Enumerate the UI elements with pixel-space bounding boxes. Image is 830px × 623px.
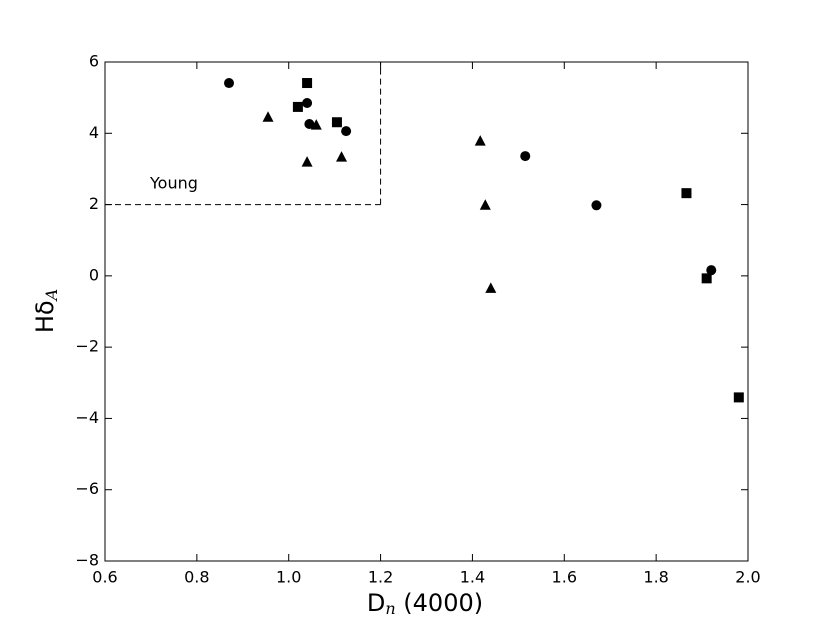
y-axis-label: HδA	[31, 289, 61, 333]
y-tick-label: −8	[75, 551, 99, 570]
point-circle	[520, 151, 531, 162]
x-label-main: D	[367, 589, 385, 617]
x-tick-label: 0.6	[92, 568, 117, 587]
point-square	[302, 78, 313, 89]
x-axis-label: Dn (4000)	[367, 589, 483, 618]
point-circle	[304, 119, 315, 130]
y-tick-label: 0	[89, 265, 99, 284]
point-circle	[224, 78, 235, 89]
x-tick-label: 1.8	[643, 568, 668, 587]
y-tick-label: 2	[89, 194, 99, 213]
y-tick-label: 6	[89, 52, 99, 71]
point-circle	[591, 200, 602, 211]
point-triangle	[485, 282, 497, 293]
point-square	[681, 188, 692, 199]
point-triangle	[310, 119, 322, 130]
x-label-sub: n	[385, 599, 395, 618]
y-tick-label: −4	[75, 408, 99, 427]
y-label-main: Hδ	[31, 300, 59, 333]
point-square	[733, 392, 744, 403]
x-tick-label: 1.4	[460, 568, 485, 587]
point-triangle	[262, 111, 274, 122]
x-label-rest: (4000)	[396, 589, 483, 617]
point-circle	[706, 265, 717, 276]
region-label: Young	[149, 174, 198, 193]
point-square	[331, 117, 342, 128]
y-tick-label: −6	[75, 479, 99, 498]
x-tick-label: 2.0	[735, 568, 760, 587]
point-square	[701, 273, 712, 284]
y-label-sub: A	[42, 289, 61, 303]
x-tick-label: 1.2	[368, 568, 393, 587]
y-tick-label: 4	[89, 123, 99, 142]
x-tick-label: 1.6	[552, 568, 577, 587]
x-tick-label: 1.0	[276, 568, 301, 587]
point-triangle	[301, 156, 313, 167]
point-triangle	[479, 199, 491, 210]
point-triangle	[474, 135, 486, 146]
y-tick-label: −2	[75, 337, 99, 356]
x-tick-label: 0.8	[184, 568, 209, 587]
point-triangle	[336, 151, 348, 162]
point-circle	[341, 126, 352, 137]
point-circle	[302, 97, 313, 108]
point-square	[292, 101, 303, 112]
plot-frame	[104, 61, 749, 562]
